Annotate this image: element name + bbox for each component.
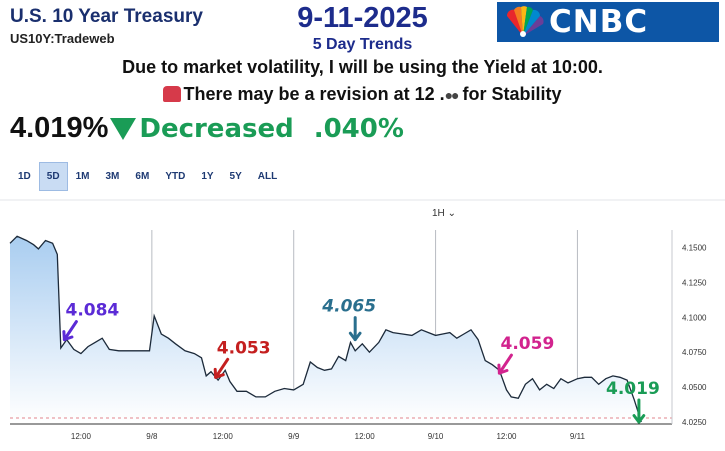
annotation-label: 4.084: [65, 301, 119, 321]
down-arrow-icon: [110, 117, 137, 140]
y-tick-label: 4.0250: [682, 418, 707, 427]
yield-chart: 4.1500 4.1250 4.1000 4.0750 4.0500 4.0250 12:0…: [0, 199, 725, 441]
time-range-selector: 1D 5D 1M 3M 6M YTD 1Y 5Y ALL: [10, 162, 285, 191]
direction-label: Decreased: [139, 113, 294, 144]
yield-area-fill: [10, 236, 642, 422]
eyes-icon: ●●: [444, 87, 460, 103]
x-tick-label: 9/10: [428, 432, 444, 441]
x-tick-label: 9/8: [146, 432, 158, 441]
range-button-1y[interactable]: 1Y: [201, 171, 214, 182]
x-tick-label: 12:00: [213, 432, 234, 441]
range-button-3m[interactable]: 3M: [105, 171, 120, 182]
interval-label: 1H: [432, 208, 445, 219]
annotation-label: 4.059: [501, 334, 555, 354]
yield-summary: 4.019% Decreased .040%: [10, 112, 404, 145]
yield-value: 4.019%: [10, 112, 109, 144]
annotation-arrowhead: [632, 414, 646, 424]
revision-note-tail: for Stability: [457, 84, 562, 104]
annotation-arrowhead: [213, 367, 225, 379]
yield-series-line: [9, 235, 642, 423]
change-value: .040%: [313, 113, 404, 144]
y-tick-label: 4.1000: [682, 313, 707, 322]
annotation-label: 4.065: [321, 297, 376, 317]
revision-note-text: There may be a revision at 12 .: [183, 84, 445, 104]
ticker-subtitle: US10Y:Tradeweb: [10, 31, 115, 46]
annotation-arrowhead: [62, 330, 74, 342]
annotation-arrowhead: [497, 363, 509, 375]
y-tick-label: 4.0750: [682, 348, 707, 357]
y-tick-label: 4.1500: [682, 243, 707, 252]
x-tick-label: 12:00: [496, 432, 517, 441]
annotation-arrowhead: [348, 331, 362, 342]
annotation-arrow: [497, 353, 513, 375]
x-tick-label: 12:00: [71, 432, 92, 441]
range-button-5y[interactable]: 5Y: [229, 171, 242, 182]
x-tick-label: 9/9: [288, 432, 300, 441]
y-tick-label: 4.0500: [682, 383, 707, 392]
range-button-all[interactable]: ALL: [257, 171, 278, 182]
annotation-arrow: [62, 320, 78, 342]
trend-label: 5 Day Trends: [312, 36, 413, 53]
x-tick-label: 9/11: [570, 432, 586, 441]
x-tick-label: 12:00: [355, 432, 376, 441]
range-button-1m[interactable]: 1M: [75, 171, 90, 182]
cnbc-logo: CNBC: [497, 2, 719, 42]
range-button-ytd[interactable]: YTD: [165, 171, 186, 182]
annotation-label: 4.019: [606, 379, 660, 399]
range-button-1d[interactable]: 1D: [18, 171, 31, 182]
alarm-light-icon: [163, 86, 182, 102]
range-button-6m[interactable]: 6M: [135, 171, 150, 182]
logo-text: CNBC: [549, 4, 649, 40]
volatility-note: Due to market volatility, I will be usin…: [122, 57, 603, 77]
interval-dropdown[interactable]: 1H ⌄: [432, 208, 456, 219]
y-tick-label: 4.1250: [682, 278, 707, 287]
page-title: U.S. 10 Year Treasury: [10, 6, 203, 27]
annotation-arrow: [214, 357, 230, 379]
peacock-icon: [506, 6, 544, 37]
annotation-label: 4.053: [217, 338, 271, 358]
chevron-down-icon: ⌄: [447, 208, 456, 219]
revision-note: There may be a revision at 12 .●● for St…: [0, 84, 725, 105]
range-button-5d[interactable]: 5D: [38, 162, 68, 191]
report-date: 9-11-2025: [297, 2, 428, 34]
